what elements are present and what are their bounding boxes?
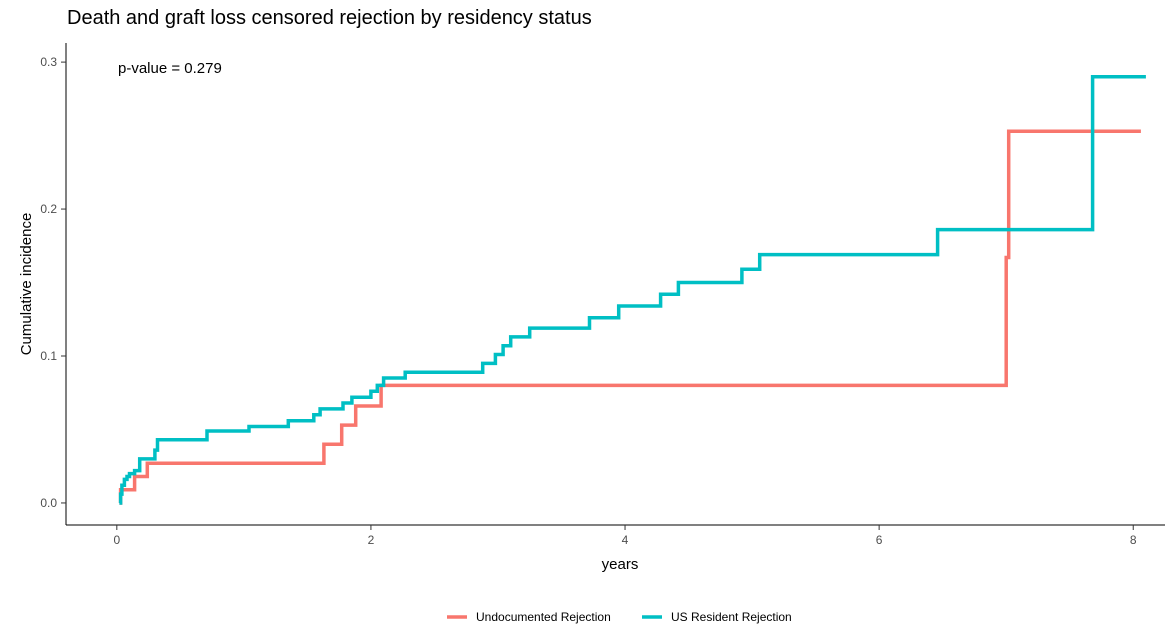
y-tick-label: 0.0 xyxy=(40,496,57,510)
series-layer xyxy=(118,75,1146,505)
legend-label: Undocumented Rejection xyxy=(476,610,611,624)
x-tick-label: 6 xyxy=(876,533,883,547)
x-tick-label: 2 xyxy=(368,533,375,547)
series-line-1 xyxy=(118,75,1146,505)
x-axis-title: years xyxy=(602,556,639,573)
y-tick-label: 0.2 xyxy=(40,202,57,216)
y-axis-title: Cumulative incidence xyxy=(18,213,35,356)
chart-title: Death and graft loss censored rejection … xyxy=(67,7,592,29)
plot-area: p-value = 0.279 0 2 4 6 8 0.0 0.1 0.2 0.3 xyxy=(40,43,1165,547)
legend-label: US Resident Rejection xyxy=(671,610,792,624)
p-value-annotation: p-value = 0.279 xyxy=(118,60,222,77)
y-tick-label: 0.1 xyxy=(40,349,57,363)
y-tick-label: 0.3 xyxy=(40,55,57,69)
x-ticks: 0 2 4 6 8 xyxy=(113,525,1137,547)
x-tick-label: 0 xyxy=(113,533,120,547)
x-tick-label: 4 xyxy=(622,533,629,547)
x-tick-label: 8 xyxy=(1130,533,1137,547)
y-ticks: 0.0 0.1 0.2 0.3 xyxy=(40,55,66,510)
series-line-0 xyxy=(118,129,1141,505)
legend: Undocumented Rejection US Resident Reject… xyxy=(447,610,792,624)
